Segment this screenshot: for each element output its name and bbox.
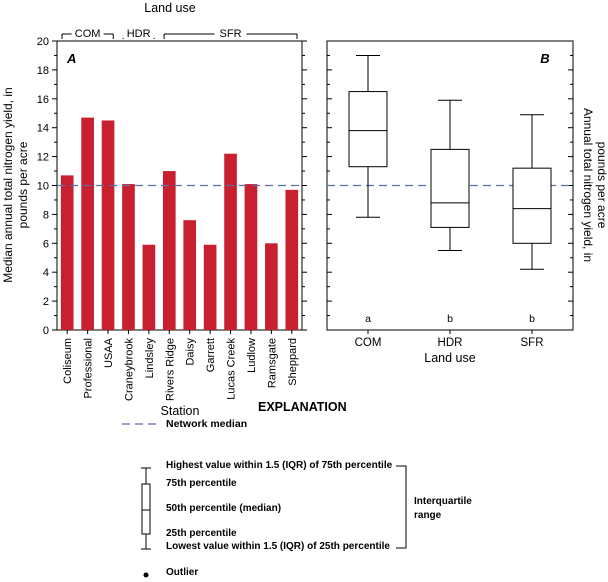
panel-a-xlabel: Station [161,404,200,418]
iqr-label-line1: Interquartile [414,496,472,507]
panel-a-xtick-label: Ramsgate [266,338,278,388]
outlier-label: Outlier [166,567,199,578]
panel-a-ytick-label: 0 [43,325,49,337]
panel-a-xtick-label: Coliseum [62,338,74,384]
bar-lucas-creek [224,153,237,330]
group-label-com: COM [75,28,101,40]
box-hdr-group-letter: b [447,313,453,325]
bar-rivers-ridge [162,171,176,330]
panel-a-xtick-label: Lucas Creek [226,338,238,400]
bar-coliseum [60,175,74,330]
panel-a-ytick-label: 8 [43,209,49,221]
panel-a-xtick-label: Rivers Ridge [164,338,176,401]
legend-iqr-bracket [396,465,407,549]
explanation-title: EXPLANATION [258,400,347,414]
panel-a-ytick-label: 4 [43,267,49,279]
bar-lindsley [142,244,156,330]
panel-a-label: A [66,51,76,66]
box-com-group-letter: a [365,313,371,325]
group-label-hdr: HDR [127,28,151,40]
lowest-value-label: Lowest value within 1.5 (IQR) of 25th pe… [166,541,390,552]
panel-b-xlabel: Land use [424,351,475,365]
panel-a-xtick-label: Garrett [205,338,217,372]
panel-a-ylabel-line2: pounds per acre [16,141,30,228]
legend-outlier-dot [143,572,149,578]
bar-ramsgate [265,243,278,330]
panel-a-ytick-label: 16 [37,94,49,106]
panel-a-xtick-label: Daisy [185,338,197,366]
group-label-bg [71,25,104,38]
bar-daisy [183,220,197,330]
panel-a-ytick-label: 6 [43,238,49,250]
panel-a-ytick-label: 2 [43,296,49,308]
box-com-iqr-box [348,91,388,168]
box-sfr-group-letter: b [529,313,535,325]
panel-b-ylabel-line1: Annual total nitrogen yield, in [581,108,595,262]
panel-a-xtick-label: Sheppard [287,338,299,386]
panel-a-xtick-label: Ludlow [246,338,258,373]
bar-professional [81,117,94,331]
panel-a-ytick-label: 14 [37,123,49,135]
panel-a-xtick-label: Professional [83,338,95,399]
panel-b-xtick-label: COM [355,337,382,349]
bar-ludlow [244,184,258,330]
bar-sheppard [285,189,299,330]
panel-a-xtick-label: USAA [103,337,115,368]
panel-a-ytick-label: 20 [37,36,49,48]
panel-b-label: B [540,51,549,66]
bar-garrett [203,244,217,330]
group-label-sfr: SFR [220,28,242,40]
box-hdr-iqr-box [430,148,470,228]
network-median-label: Network median [166,418,248,430]
iqr-label-line2: range [414,510,442,521]
p75-label: 75th percentile [166,478,237,489]
p50-label: 50th percentile (median) [166,503,282,514]
panel-a-ylabel-line1: Median annual total nitrogen yield, in [1,87,15,282]
panel-b-xtick-label: SFR [521,337,544,349]
bar-usaa [101,120,115,330]
panel-b-xtick-label: HDR [438,337,463,349]
highest-value-label: Highest value within 1.5 (IQR) of 75th p… [166,460,393,471]
bar-craneybrook [122,184,135,330]
land-use-top-label: Land use [144,1,195,15]
panel-a-ytick-label: 10 [37,181,49,193]
panel-a-ytick-label: 18 [37,65,49,77]
panel-a-xtick-label: Craneybrook [123,338,135,401]
group-label-bg [214,25,247,38]
box-sfr-iqr-box [512,167,552,244]
legend-iqr-box [141,483,151,535]
p25-label: 25th percentile [166,528,237,539]
group-label-bg [122,25,155,38]
panel-a-ytick-label: 12 [37,152,49,164]
panel-a-xtick-label: Lindsley [144,338,156,379]
panel-b-ylabel-line2: pounds per acre [595,142,608,229]
